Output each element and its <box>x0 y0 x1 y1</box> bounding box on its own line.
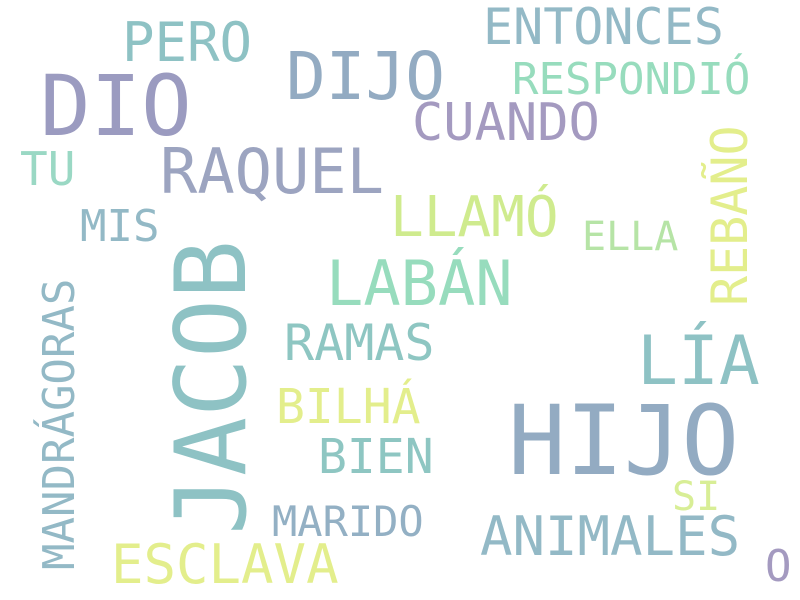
word-lia: LÍA <box>637 322 760 401</box>
word-dio: DIO <box>40 57 192 155</box>
word-dijo: DIJO <box>286 38 445 115</box>
word-bien: BIEN <box>318 429 434 485</box>
word-ramas: RAMAS <box>284 314 435 372</box>
word-o: O <box>765 541 792 592</box>
word-laban: LABÁN <box>326 247 513 320</box>
word-esclava: ESCLAVA <box>111 533 339 596</box>
word-jacob: JACOB <box>155 239 269 535</box>
word-marido: MARIDO <box>272 497 424 546</box>
word-respondio: RESPONDIÓ <box>512 54 751 105</box>
word-rebano: REBAÑO <box>701 125 759 306</box>
word-bilha: BILHÁ <box>276 379 421 435</box>
word-ella: ELLA <box>582 214 679 260</box>
word-cuando: CUANDO <box>412 93 600 153</box>
word-mandragoras: MANDRÁGORAS <box>34 278 85 570</box>
word-tu: TU <box>20 142 76 196</box>
word-hijo: HIJO <box>508 385 740 497</box>
word-si: SI <box>672 474 721 520</box>
word-raquel: RAQUEL <box>160 135 384 208</box>
word-pero: PERO <box>122 11 253 74</box>
word-animales: ANIMALES <box>480 505 741 568</box>
word-entonces: ENTONCES <box>483 0 724 56</box>
word-llamo: LLAMÓ <box>390 185 559 250</box>
word-mis: MIS <box>80 201 160 252</box>
